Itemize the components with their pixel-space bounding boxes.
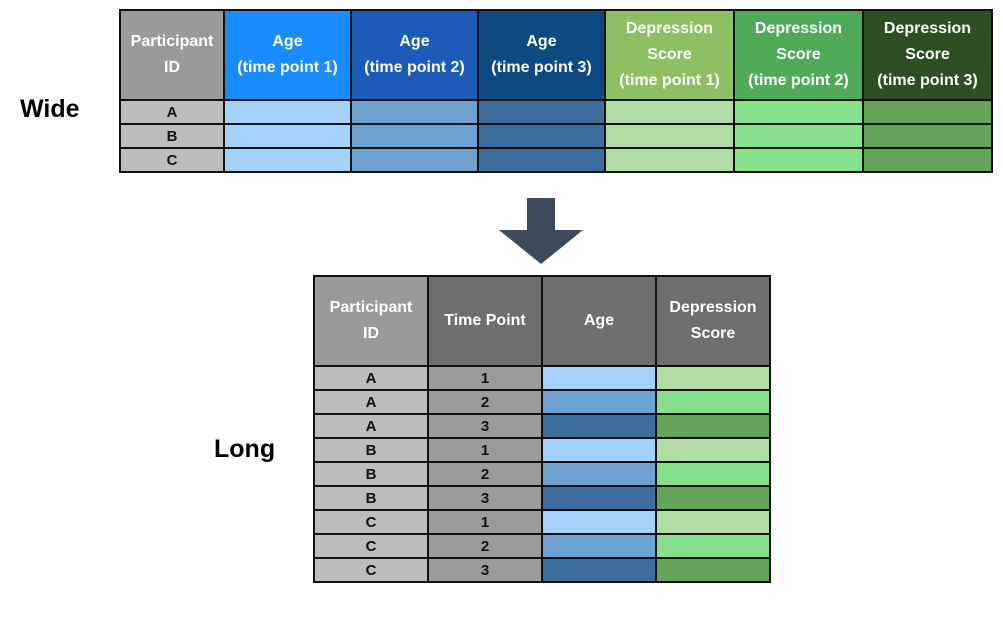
depression-score-cell	[655, 413, 771, 439]
age-cell	[541, 509, 657, 535]
participant-id-cell: C	[313, 509, 429, 535]
long-header-cell: Time Point	[427, 275, 543, 367]
participant-id-cell: C	[119, 147, 225, 173]
long-label: Long	[214, 435, 276, 463]
wide-label: Wide	[20, 95, 80, 123]
time-point-cell: 1	[427, 509, 543, 535]
participant-id-cell: B	[119, 123, 225, 149]
time-point-cell: 3	[427, 557, 543, 583]
arrow-down-icon	[499, 198, 583, 264]
wide-header-cell: Age (time point 2)	[350, 9, 479, 101]
time-point-cell: 3	[427, 413, 543, 439]
wide-data-cell	[604, 123, 735, 149]
wide-data-cell	[604, 147, 735, 173]
wide-data-cell	[733, 147, 864, 173]
wide-data-cell	[477, 123, 606, 149]
time-point-cell: 1	[427, 437, 543, 463]
wide-data-cell	[223, 123, 352, 149]
wide-data-cell	[477, 147, 606, 173]
wide-data-cell	[350, 123, 479, 149]
wide-data-cell	[862, 123, 993, 149]
long-header-cell: Participant ID	[313, 275, 429, 367]
wide-header-cell: Depression Score (time point 3)	[862, 9, 993, 101]
wide-row: A	[119, 99, 993, 125]
wide-header-cell: Depression Score (time point 2)	[733, 9, 864, 101]
depression-score-cell	[655, 557, 771, 583]
wide-data-cell	[477, 99, 606, 125]
wide-data-cell	[223, 147, 352, 173]
age-cell	[541, 461, 657, 487]
long-header-cell: Age	[541, 275, 657, 367]
age-cell	[541, 485, 657, 511]
wide-data-cell	[862, 147, 993, 173]
time-point-cell: 2	[427, 533, 543, 559]
time-point-cell: 3	[427, 485, 543, 511]
depression-score-cell	[655, 365, 771, 391]
participant-id-cell: A	[313, 389, 429, 415]
wide-data-cell	[350, 99, 479, 125]
participant-id-cell: A	[119, 99, 225, 125]
participant-id-cell: B	[313, 461, 429, 487]
wide-data-cell	[733, 99, 864, 125]
time-point-cell: 2	[427, 461, 543, 487]
age-cell	[541, 413, 657, 439]
depression-score-cell	[655, 389, 771, 415]
long-table: Participant ID Time Point Age Depression Sc…	[313, 275, 771, 583]
participant-id-cell: C	[313, 557, 429, 583]
participant-id-cell: A	[313, 365, 429, 391]
wide-data-cell	[604, 99, 735, 125]
age-cell	[541, 557, 657, 583]
long-header-cell: Depression Score	[655, 275, 771, 367]
wide-header-cell: Participant ID	[119, 9, 225, 101]
participant-id-cell: A	[313, 413, 429, 439]
wide-row: B	[119, 123, 993, 149]
wide-row: C	[119, 147, 993, 173]
age-cell	[541, 365, 657, 391]
depression-score-cell	[655, 461, 771, 487]
wide-table: Participant ID Age (time point 1) Age (tim…	[119, 9, 993, 173]
depression-score-cell	[655, 509, 771, 535]
age-cell	[541, 389, 657, 415]
time-point-cell: 2	[427, 389, 543, 415]
wide-data-cell	[733, 123, 864, 149]
wide-data-cell	[223, 99, 352, 125]
wide-header-cell: Age (time point 1)	[223, 9, 352, 101]
time-point-cell: 1	[427, 365, 543, 391]
depression-score-cell	[655, 437, 771, 463]
wide-data-cell	[350, 147, 479, 173]
participant-id-cell: C	[313, 533, 429, 559]
depression-score-cell	[655, 533, 771, 559]
participant-id-cell: B	[313, 437, 429, 463]
wide-header-cell: Age (time point 3)	[477, 9, 606, 101]
depression-score-cell	[655, 485, 771, 511]
age-cell	[541, 437, 657, 463]
participant-id-cell: B	[313, 485, 429, 511]
wide-data-cell	[862, 99, 993, 125]
wide-header-cell: Depression Score (time point 1)	[604, 9, 735, 101]
age-cell	[541, 533, 657, 559]
